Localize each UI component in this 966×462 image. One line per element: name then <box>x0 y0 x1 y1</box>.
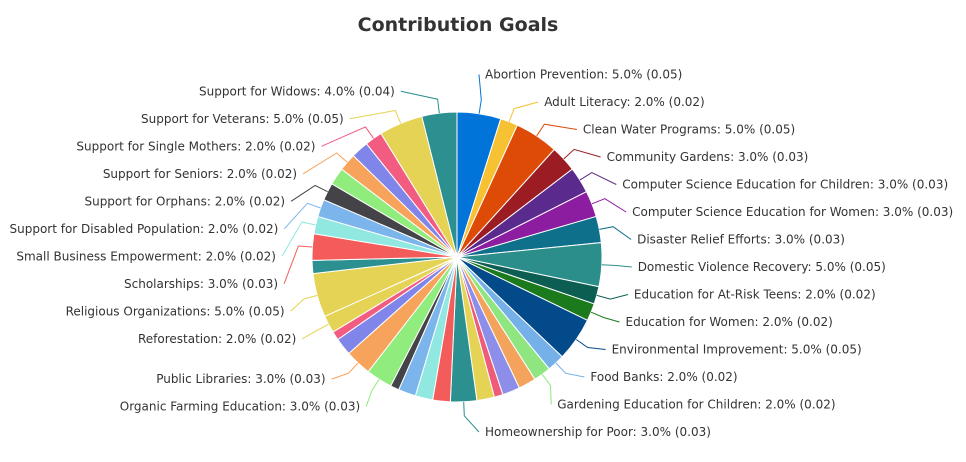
label-connector <box>281 221 316 257</box>
label-connector <box>508 101 539 122</box>
label-connector <box>321 126 375 147</box>
label-connector <box>283 245 313 284</box>
label-connector <box>579 172 617 185</box>
label-connector <box>463 401 480 433</box>
label-connector <box>599 226 632 240</box>
label-connector <box>365 379 380 407</box>
label-connector <box>555 362 585 378</box>
label-connector <box>400 90 440 114</box>
label-connector <box>590 311 620 323</box>
slice-data-label: Organic Farming Education: 3.0% (0.03) <box>120 400 360 414</box>
label-connector <box>536 123 577 137</box>
slice-data-label: Support for Single Mothers: 2.0% (0.02) <box>76 139 315 153</box>
label-connector <box>591 198 627 213</box>
slice-data-label: Reforestation: 2.0% (0.02) <box>138 332 296 346</box>
label-connector <box>290 184 328 202</box>
label-connector <box>302 323 329 340</box>
slice-data-label: Food Banks: 2.0% (0.02) <box>590 370 737 384</box>
slice-data-label: Education for Women: 2.0% (0.02) <box>626 315 833 329</box>
label-connector <box>283 202 321 230</box>
slice-data-label: Support for Orphans: 2.0% (0.02) <box>84 194 285 208</box>
label-connector <box>349 109 402 124</box>
label-connector <box>575 339 606 350</box>
slice-data-label: Support for Disabled Population: 2.0% (0… <box>9 222 278 236</box>
label-connector <box>331 362 359 380</box>
slice-data-label: Religious Organizations: 5.0% (0.05) <box>66 304 285 318</box>
slice-data-label: Scholarships: 3.0% (0.03) <box>124 277 278 291</box>
slice-data-label: Domestic Violence Recovery: 5.0% (0.05) <box>638 260 886 274</box>
slice-data-label: Support for Seniors: 2.0% (0.02) <box>103 167 297 181</box>
slice-data-label: Clean Water Programs: 5.0% (0.05) <box>583 123 795 137</box>
slice-data-label: Computer Science Education for Children:… <box>622 178 948 192</box>
slice-data-label: Public Libraries: 3.0% (0.03) <box>156 372 325 386</box>
label-connector <box>601 264 632 268</box>
slice-data-label: Disaster Relief Efforts: 3.0% (0.03) <box>637 233 845 247</box>
slice-data-label: Abortion Prevention: 5.0% (0.05) <box>485 68 682 82</box>
slice-data-label: Homeownership for Poor: 3.0% (0.03) <box>485 425 711 439</box>
slice-data-label: Adult Literacy: 2.0% (0.02) <box>544 95 705 109</box>
slice-data-label: Small Business Empowerment: 2.0% (0.02) <box>16 249 276 263</box>
label-connector <box>302 152 348 175</box>
label-connector <box>541 374 552 405</box>
slice-data-label: Community Gardens: 3.0% (0.03) <box>607 150 809 164</box>
chart-title: Contribution Goals <box>357 14 559 36</box>
slice-data-label: Support for Veterans: 5.0% (0.05) <box>141 112 344 126</box>
slice-data-label: Support for Widows: 4.0% (0.04) <box>199 84 395 98</box>
slice-data-label: Computer Science Education for Women: 3.… <box>632 205 953 219</box>
label-connector <box>563 148 601 160</box>
label-connector <box>290 294 318 312</box>
slice-data-label: Environmental Improvement: 5.0% (0.05) <box>612 343 862 357</box>
label-connector <box>478 74 482 114</box>
label-connector <box>596 294 629 300</box>
slice-data-label: Gardening Education for Children: 2.0% (… <box>557 398 835 412</box>
slice-data-label: Education for At-Risk Teens: 2.0% (0.02) <box>634 288 876 302</box>
